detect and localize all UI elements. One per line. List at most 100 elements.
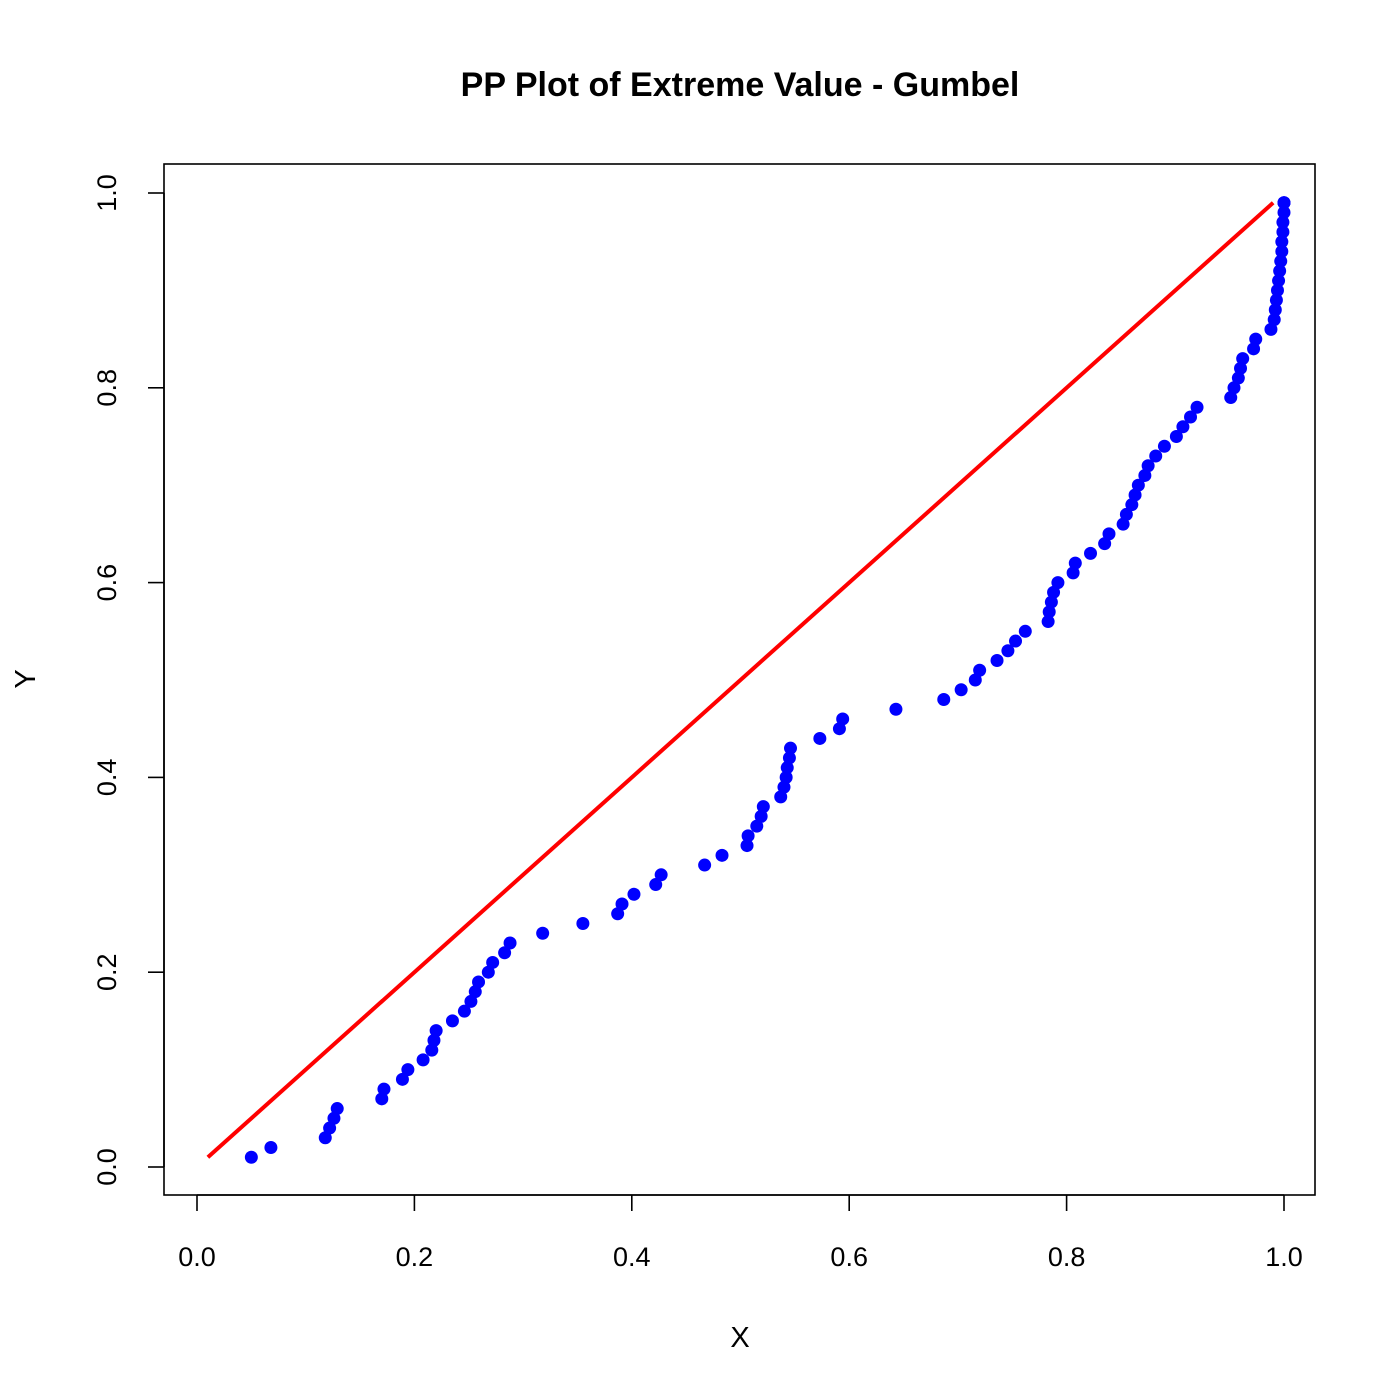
- data-point: [1098, 537, 1112, 551]
- data-point: [536, 926, 550, 940]
- data-point: [1141, 459, 1155, 473]
- x-tick-label: 0.2: [396, 1242, 434, 1272]
- y-tick-label: 0.0: [92, 1148, 122, 1186]
- data-point: [244, 1150, 258, 1164]
- data-point: [1066, 566, 1080, 580]
- data-point: [836, 712, 850, 726]
- data-point: [1042, 605, 1056, 619]
- plot-area: [206, 196, 1291, 1164]
- data-point: [780, 761, 794, 775]
- data-point: [1018, 624, 1032, 638]
- data-point: [1119, 507, 1133, 521]
- data-point: [427, 1033, 441, 1047]
- data-point: [1176, 420, 1190, 434]
- x-axis-label: X: [730, 1322, 749, 1354]
- data-point: [611, 907, 625, 921]
- data-point: [1267, 313, 1281, 327]
- data-point: [741, 829, 755, 843]
- data-point: [1102, 527, 1116, 541]
- data-point: [715, 848, 729, 862]
- y-axis: 0.0 0.2 0.4 0.6 0.8 1.0: [92, 174, 165, 1186]
- data-point: [464, 994, 478, 1008]
- data-point: [1169, 430, 1183, 443]
- chart-title: PP Plot of Extreme Value - Gumbel: [461, 66, 1020, 104]
- x-tick-label: 0.4: [613, 1242, 651, 1272]
- data-point: [1044, 595, 1058, 609]
- data-point: [1149, 449, 1163, 463]
- data-point: [750, 819, 764, 833]
- data-point: [445, 1014, 459, 1028]
- data-point: [457, 1004, 471, 1018]
- data-point: [813, 731, 827, 745]
- data-point: [1051, 576, 1065, 590]
- data-point: [401, 1063, 415, 1077]
- data-point: [377, 1082, 391, 1096]
- data-point: [1231, 371, 1245, 385]
- data-point: [1277, 205, 1291, 219]
- data-point: [782, 751, 796, 765]
- data-point: [264, 1141, 278, 1155]
- data-point: [990, 654, 1004, 668]
- data-point: [777, 780, 791, 794]
- data-point: [1009, 634, 1023, 648]
- data-point: [1249, 332, 1263, 346]
- data-point: [429, 1024, 443, 1038]
- x-tick-label: 0.8: [1048, 1242, 1086, 1272]
- data-point: [1269, 293, 1283, 307]
- data-point: [698, 858, 712, 872]
- y-tick-label: 0.8: [92, 369, 122, 407]
- data-point: [576, 917, 590, 930]
- data-point: [954, 683, 968, 697]
- x-axis: 0.0 0.2 0.4 0.6 0.8 1.0: [178, 1194, 1303, 1272]
- data-point: [1157, 439, 1171, 453]
- data-point: [1068, 556, 1082, 570]
- data-point: [1131, 478, 1145, 492]
- data-point: [323, 1121, 337, 1135]
- data-point: [472, 975, 486, 989]
- data-point: [754, 809, 768, 823]
- data-point: [425, 1043, 439, 1057]
- data-point: [973, 663, 987, 677]
- data-point: [1277, 196, 1291, 210]
- data-point: [395, 1072, 409, 1086]
- data-point: [1047, 585, 1061, 599]
- data-point: [498, 946, 512, 960]
- y-tick-label: 0.4: [92, 759, 122, 797]
- data-point: [937, 692, 951, 706]
- data-point: [503, 936, 517, 950]
- y-tick-label: 1.0: [92, 174, 122, 212]
- data-point: [416, 1053, 430, 1067]
- data-point: [1084, 546, 1098, 560]
- data-point: [627, 887, 641, 901]
- data-point: [1184, 410, 1198, 424]
- data-point: [784, 741, 798, 755]
- data-point: [1041, 615, 1055, 629]
- data-point: [654, 868, 668, 882]
- data-point: [481, 965, 495, 979]
- data-point: [740, 839, 754, 853]
- data-point: [756, 800, 770, 814]
- data-point: [779, 770, 793, 784]
- data-point: [1227, 381, 1241, 395]
- data-point: [1236, 352, 1250, 366]
- data-point: [1268, 303, 1282, 317]
- data-point: [1275, 235, 1289, 249]
- x-tick-label: 0.6: [830, 1242, 868, 1272]
- data-point: [1190, 400, 1204, 414]
- data-point: [375, 1092, 389, 1106]
- y-tick-label: 0.2: [92, 953, 122, 991]
- data-point: [318, 1131, 332, 1145]
- x-tick-label: 0.0: [178, 1242, 216, 1272]
- data-point: [1234, 361, 1248, 375]
- data-point: [1001, 644, 1015, 658]
- data-point: [649, 878, 663, 892]
- data-point: [1274, 254, 1288, 268]
- y-axis-label: Y: [10, 669, 42, 688]
- data-point: [615, 897, 629, 911]
- data-point: [1276, 215, 1290, 229]
- data-point: [330, 1102, 344, 1116]
- data-point: [889, 702, 903, 716]
- data-point: [1273, 264, 1287, 278]
- data-point: [1247, 342, 1261, 356]
